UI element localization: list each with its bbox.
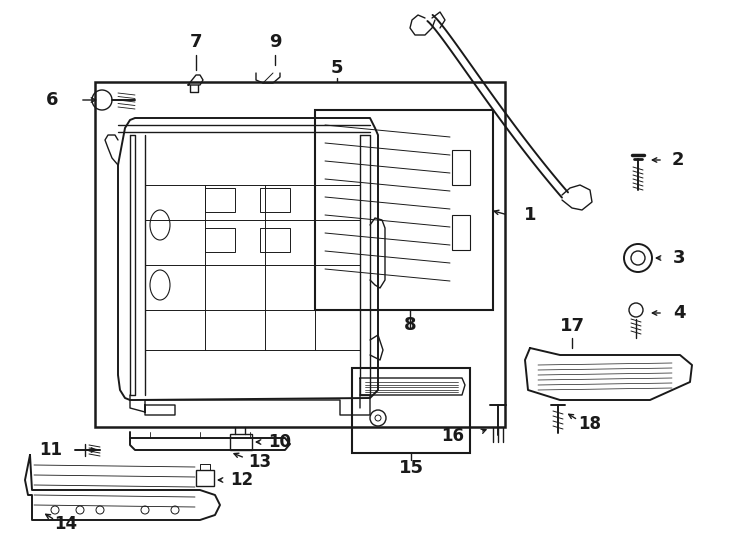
Bar — [205, 228, 235, 252]
Text: 17: 17 — [559, 317, 584, 335]
Text: 12: 12 — [230, 471, 253, 489]
Text: 11: 11 — [39, 441, 62, 459]
Bar — [452, 150, 470, 185]
Text: 6: 6 — [46, 91, 58, 109]
Bar — [205, 188, 235, 212]
Text: 10: 10 — [269, 433, 291, 451]
Bar — [452, 215, 470, 250]
Text: 18: 18 — [578, 415, 601, 433]
Bar — [260, 188, 290, 212]
Text: 8: 8 — [404, 316, 416, 334]
Bar — [352, 368, 470, 453]
Text: 9: 9 — [269, 33, 281, 51]
Bar — [315, 110, 493, 310]
Text: 13: 13 — [248, 453, 272, 471]
Bar — [260, 228, 290, 252]
Bar — [95, 82, 505, 427]
Text: 14: 14 — [54, 515, 78, 533]
Text: 16: 16 — [441, 427, 464, 445]
Text: 5: 5 — [331, 59, 344, 77]
Text: 7: 7 — [190, 33, 203, 51]
Text: 3: 3 — [673, 249, 686, 267]
Text: 15: 15 — [399, 459, 424, 477]
Text: 2: 2 — [672, 151, 684, 169]
Bar — [196, 470, 214, 486]
Bar — [230, 434, 252, 450]
Text: 4: 4 — [673, 304, 686, 322]
Text: 1: 1 — [524, 206, 537, 224]
